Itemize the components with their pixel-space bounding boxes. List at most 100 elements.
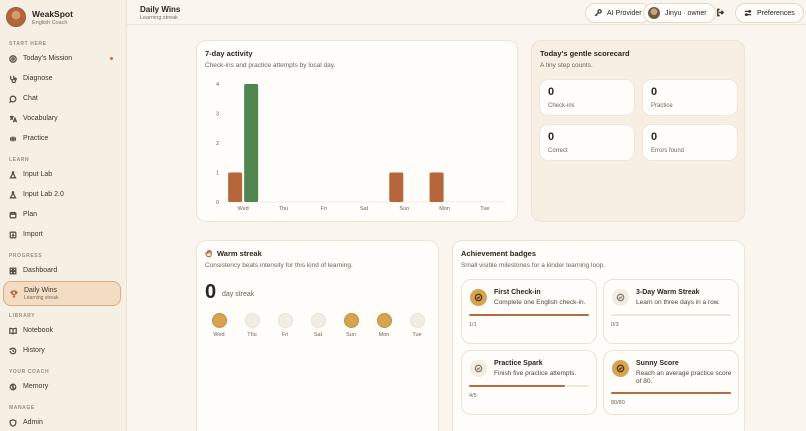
sidebar-item-notebook[interactable]: Notebook <box>3 322 121 339</box>
sidebar-item-dashboard[interactable]: Dashboard <box>3 262 121 279</box>
notification-dot <box>110 57 113 60</box>
trophy-icon <box>10 290 18 297</box>
scorecard-title: Today's gentle scorecard <box>540 49 630 58</box>
streak-day-dot <box>244 313 260 328</box>
sidebar-item-label: Import <box>23 231 43 238</box>
translate-icon <box>9 115 17 122</box>
sidebar-item-diagnose[interactable]: Diagnose <box>3 70 121 87</box>
streak-day-label: Thu <box>247 332 257 338</box>
activity-subtitle: Check-ins and practice attempts by local… <box>205 62 336 69</box>
calendar-icon <box>9 211 17 218</box>
section-learn: LEARN <box>9 157 30 163</box>
sidebar-item-input-lab-2[interactable]: Input Lab 2.0 <box>3 186 121 203</box>
sidebar-item-label: Input Lab <box>23 171 53 178</box>
badge-progress-bar <box>469 314 589 316</box>
score-label: Check-ins <box>548 103 575 109</box>
bar-wed-series-0 <box>228 172 243 202</box>
badge-progress-fill <box>469 385 565 387</box>
streak-day: Fri <box>275 313 295 338</box>
sidebar-item-memory[interactable]: Memory <box>3 378 121 395</box>
hand-wave-icon <box>205 249 212 258</box>
sidebar-item-label: Plan <box>23 211 38 218</box>
x-tick-label: Fri <box>321 206 327 212</box>
badge-check-icon <box>612 289 629 306</box>
y-tick-label: 3 <box>216 112 219 118</box>
sidebar-item-input-lab[interactable]: Input Lab <box>3 166 121 183</box>
user-label: Jinyu · owner <box>665 9 707 17</box>
score-label: Practice <box>651 103 673 109</box>
sidebar-item-label: Memory <box>23 383 49 390</box>
section-library: LIBRARY <box>9 313 36 319</box>
streak-day-dot <box>343 313 359 328</box>
sidebar-item-label: Dashboard <box>23 267 58 274</box>
badge-card[interactable]: Sunny Score Reach an average practice sco… <box>603 350 739 415</box>
score-label: Errors found <box>651 148 685 154</box>
streak-day-label: Fri <box>281 332 289 338</box>
x-tick-label: Tue <box>480 206 489 212</box>
sidebar-item-label: Practice <box>23 135 49 142</box>
logout-button[interactable] <box>716 8 725 17</box>
badge-card[interactable]: First Check-in Complete one English check… <box>461 279 597 344</box>
score-value: 0 <box>651 86 658 98</box>
stethoscope-icon <box>9 75 17 83</box>
x-tick-label: Sun <box>399 206 409 212</box>
sidebar-item-todays-mission[interactable]: Today's Mission <box>3 50 121 67</box>
sidebar-item-chat[interactable]: Chat <box>3 90 121 107</box>
badge-card[interactable]: 3-Day Warm Streak Learn on three days in … <box>603 279 739 344</box>
streak-subtitle: Consistency beats intensity for this kin… <box>205 262 353 269</box>
import-icon <box>9 231 17 238</box>
section-start-here: START HERE <box>9 41 47 47</box>
badges-subtitle: Small visible milestones for a kinder le… <box>461 262 606 269</box>
badge-progress-bar <box>611 314 731 316</box>
sidebar-item-label: History <box>23 347 45 354</box>
score-value: 0 <box>548 86 555 98</box>
badge-progress-bar <box>611 392 731 394</box>
y-tick-label: 4 <box>216 82 219 88</box>
brand-avatar <box>6 7 26 27</box>
sidebar-item-daily-wins[interactable]: Daily Wins Learning streak <box>3 281 121 306</box>
sidebar-item-label: Vocabulary <box>23 115 58 122</box>
score-label: Correct <box>548 148 568 154</box>
activity-chart: 0 1 2 3 4 Wed Thu Fri Sat Sun Mon Tue <box>216 82 505 212</box>
streak-day: Wed <box>209 313 229 338</box>
score-checkins: 0 Check-ins <box>539 79 635 116</box>
sidebar-item-label: Input Lab 2.0 <box>23 191 64 198</box>
streak-title: Warm streak <box>217 249 262 258</box>
brand[interactable]: WeakSpot English Coach <box>6 7 73 27</box>
logout-icon <box>717 8 725 17</box>
bar-mon-series-0 <box>429 172 444 202</box>
badge-card[interactable]: Practice Spark Finish five practice attem… <box>461 350 597 415</box>
x-tick-label: Mon <box>439 206 450 212</box>
book-icon <box>9 327 17 335</box>
sidebar-item-admin[interactable]: Admin <box>3 414 121 431</box>
badge-title: 3-Day Warm Streak <box>636 289 700 296</box>
x-tick-label: Thu <box>279 206 288 212</box>
streak-day: Thu <box>242 313 262 338</box>
user-menu-button[interactable]: Jinyu · owner <box>643 3 716 23</box>
key-icon <box>594 9 602 17</box>
section-progress: PROGRESS <box>9 253 43 259</box>
ai-provider-button[interactable]: AI Provider <box>585 3 651 23</box>
badge-description: Complete one English check-in. <box>494 299 586 306</box>
sidebar-item-import[interactable]: Import <box>3 226 121 243</box>
badge-description: Finish five practice attempts. <box>494 370 577 377</box>
badge-title: Practice Spark <box>494 360 543 367</box>
section-manage: MANAGE <box>9 405 35 411</box>
preferences-button[interactable]: Preferences <box>735 3 804 23</box>
grid-icon <box>9 267 17 274</box>
score-practice: 0 Practice <box>642 79 738 116</box>
app-name: WeakSpot <box>32 8 73 19</box>
sidebar-item-plan[interactable]: Plan <box>3 206 121 223</box>
streak-day-label: Tue <box>412 332 422 338</box>
sidebar-item-label: Daily Wins <box>24 286 58 294</box>
streak-day: Tue <box>407 313 427 338</box>
sidebar-item-practice[interactable]: Practice <box>3 130 121 147</box>
page-title: Daily Wins <box>140 5 181 14</box>
badge-count: 1/1 <box>469 322 477 328</box>
sidebar-item-history[interactable]: History <box>3 342 121 359</box>
badge-title: First Check-in <box>494 289 541 296</box>
sidebar-item-vocabulary[interactable]: Vocabulary <box>3 110 121 127</box>
page-subtitle: Learning streak <box>140 15 178 21</box>
sidebar-item-label: Today's Mission <box>23 55 73 62</box>
ai-provider-label: AI Provider <box>607 9 642 17</box>
